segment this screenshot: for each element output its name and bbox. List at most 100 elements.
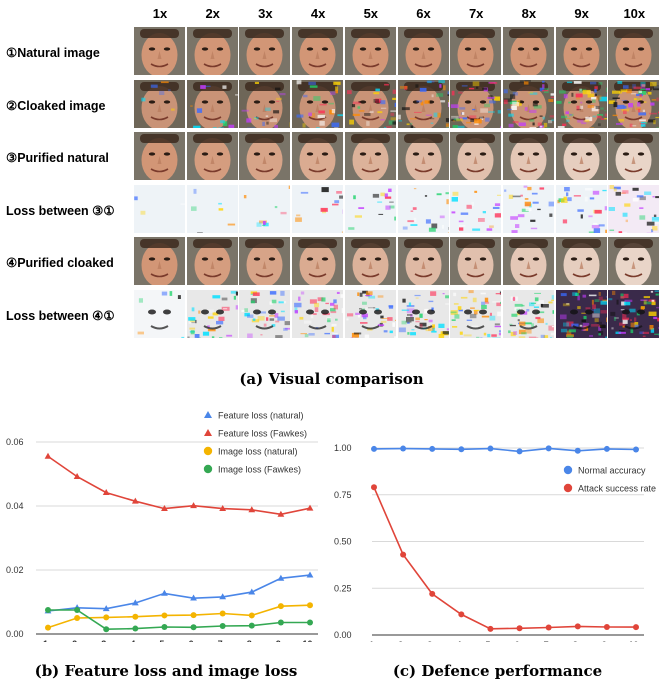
chart-c-point-s1-6x [516, 625, 523, 632]
grid-cell-r2-7x [450, 79, 502, 128]
grid-cell-r2-2x [186, 79, 238, 128]
grid-cell-r5-3x [239, 237, 291, 285]
chart-c-xtick-9x: 9x [602, 640, 612, 642]
chart-b-point-s1-9x [277, 510, 285, 517]
chart-b-point-s3-1x [45, 607, 51, 613]
chart-c-point-s0-7x [545, 445, 552, 452]
chart-b-point-s0-3x [102, 605, 110, 612]
grid-cell-r2-4x [292, 79, 344, 128]
grid-cell-r5-8x [502, 237, 554, 285]
chart-b-point-s1-8x [248, 506, 256, 513]
chart-c-point-s1-2x [400, 551, 407, 558]
chart-c-point-s0-3x [429, 445, 436, 452]
row-label-6: Loss between ④① [6, 308, 115, 323]
column-header-5x: 5x [363, 6, 379, 21]
chart-b-ytick-2: 0.04 [6, 501, 24, 511]
chart-b-point-s1-1x [44, 452, 52, 459]
chart-b-point-s3-10x [307, 619, 313, 626]
chart-c-legend-label-1: Attack success rate [578, 484, 656, 494]
chart-c-xtick-10x: 10x [628, 640, 643, 642]
column-header-9x: 9x [574, 6, 589, 21]
chart-b-xtick-7x: 7x [218, 639, 228, 642]
row-label-1: ①Natural image [6, 46, 100, 60]
chart-b-series-line-3 [48, 609, 310, 631]
column-header-3x: 3x [258, 6, 273, 21]
chart-b-point-s1-2x [73, 472, 81, 479]
grid-cell-r6-1x [134, 289, 185, 338]
grid-cell-r1-8x [502, 27, 554, 75]
row-label-2: ②Cloaked image [6, 98, 106, 113]
grid-cell-r1-6x [397, 27, 449, 75]
chart-c-point-s1-3x [429, 590, 436, 597]
chart-b-point-s0-5x [161, 589, 168, 596]
chart-b-point-s2-2x [74, 615, 81, 621]
grid-cell-r3-8x [502, 132, 554, 180]
chart-b-point-s3-5x [161, 623, 168, 630]
chart-c-xtick-4x: 4x [456, 640, 466, 642]
chart-c-point-s1-1x [371, 484, 377, 491]
grid-cell-r4-9x [555, 184, 607, 233]
chart-c-point-s0-5x [487, 445, 494, 452]
row-label-4: Loss between ③① [6, 203, 115, 218]
chart-b-point-s2-1x [45, 624, 51, 631]
grid-cell-r2-3x [239, 79, 291, 128]
grid-cell-r4-2x [186, 184, 238, 233]
chart-b-point-s0-10x [306, 571, 314, 578]
chart-b-ytick-1: 0.02 [6, 565, 24, 575]
grid-cell-r2-5x [344, 79, 396, 128]
chart-c-series-line-1 [373, 486, 637, 630]
grid-cell-r6-2x [186, 289, 238, 338]
chart-c-point-s1-8x [574, 623, 581, 630]
grid-cell-r5-1x [134, 237, 185, 285]
grid-cell-r4-5x [344, 184, 396, 233]
chart-b-point-s2-4x [132, 613, 139, 620]
chart-c-ytick-0: 0.00 [334, 630, 352, 640]
chart-b-xtick-6x: 6x [189, 639, 199, 642]
chart-c-xtick-3x: 3x [427, 640, 437, 642]
grid-cell-r5-10x [608, 237, 660, 285]
chart-b-legend-marker-1 [204, 429, 212, 436]
chart-c-xtick-5x: 5x [485, 640, 495, 642]
chart-b-point-s0-8x [248, 588, 256, 595]
column-header-6x: 6x [416, 6, 431, 21]
grid-cell-r4-6x [397, 184, 449, 233]
chart-b-xtick-8x: 8x [247, 639, 257, 642]
chart-b-legend-marker-0 [204, 411, 212, 418]
grid-cell-r4-3x [239, 184, 291, 233]
chart-c-point-s0-1x [371, 445, 377, 452]
chart-c-legend-label-0: Normal accuracy [578, 466, 646, 476]
chart-b-legend-label-2: Image loss (natural) [218, 447, 298, 457]
grid-cell-r2-6x [397, 79, 449, 128]
grid-cell-r3-4x [292, 132, 344, 180]
chart-b-xtick-2x: 2x [72, 639, 82, 642]
chart-c-ytick-3: 0.75 [334, 490, 352, 500]
chart-b-point-s0-9x [277, 574, 285, 581]
chart-b-point-s1-4x [131, 497, 139, 504]
chart-b-point-s1-7x [219, 504, 227, 511]
chart-c-ytick-2: 0.50 [334, 537, 352, 547]
grid-cell-r6-9x [555, 289, 607, 338]
chart-b-xtick-10x: 10x [302, 639, 317, 642]
chart-c-ytick-4: 1.00 [334, 443, 352, 453]
grid-cell-r3-1x [134, 132, 185, 180]
grid-cell-r3-5x [344, 132, 396, 180]
chart-b-point-s3-3x [103, 626, 110, 633]
chart-b-xtick-4x: 4x [130, 639, 140, 642]
chart-b-point-s3-8x [248, 622, 255, 629]
caption-c: (c) Defence performance [392, 662, 603, 680]
grid-cell-r1-4x [292, 27, 344, 75]
chart-b-ytick-0: 0.00 [6, 629, 24, 639]
grid-cell-r3-7x [450, 132, 502, 180]
chart-c-point-s1-10x [633, 624, 639, 631]
grid-cell-r4-8x [502, 184, 554, 233]
chart-b-series-line-0 [47, 574, 311, 612]
chart-b-series-line-2 [47, 604, 311, 629]
chart-c-point-s1-5x [487, 625, 494, 632]
chart-c-point-s1-9x [603, 623, 610, 630]
chart-b-point-s1-5x [161, 504, 168, 511]
grid-cell-r1-9x [555, 27, 607, 75]
column-header-4x: 4x [310, 6, 326, 21]
grid-cell-r6-5x [344, 289, 396, 338]
grid-cell-r4-10x [608, 184, 660, 233]
chart-c-xtick-6x: 6x [515, 640, 525, 642]
